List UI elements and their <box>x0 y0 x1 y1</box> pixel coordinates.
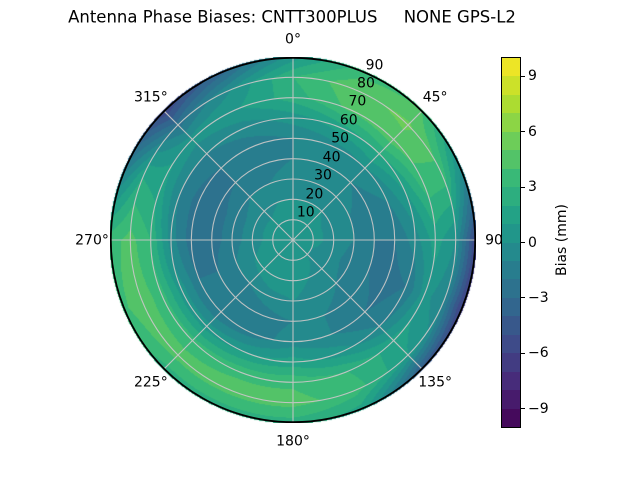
colorbar-axis-label: Bias (mm) <box>554 203 570 277</box>
colorbar-segment <box>502 187 520 206</box>
colorbar-segment <box>502 279 520 298</box>
colorbar-segment <box>502 390 520 409</box>
colorbar-segment <box>502 94 520 114</box>
colorbar-tick <box>521 297 525 299</box>
colorbar-segment <box>502 242 520 261</box>
colorbar-segment <box>502 131 520 151</box>
colorbar-segment <box>502 408 520 428</box>
r-tick-label: 60 <box>339 112 358 129</box>
r-tick-label: 10 <box>296 204 315 221</box>
colorbar-tick-label: 0 <box>528 234 537 251</box>
colorbar-segment <box>502 260 520 280</box>
colorbar-tick <box>521 352 525 354</box>
colorbar-segment <box>502 224 520 243</box>
colorbar <box>501 57 521 428</box>
r-tick-label: 40 <box>322 149 341 166</box>
colorbar-segment <box>502 316 520 335</box>
theta-tick-label: 270° <box>75 231 109 248</box>
colorbar-segment <box>502 334 520 354</box>
colorbar-segment <box>502 205 520 225</box>
r-tick-label: 30 <box>314 167 332 184</box>
colorbar-segment <box>502 76 520 95</box>
colorbar-tick-label: 3 <box>528 179 537 196</box>
colorbar-tick-label: −6 <box>528 345 549 362</box>
plot-title: Antenna Phase Biases: CNTT300PLUS NONE G… <box>68 7 516 27</box>
colorbar-segment <box>502 353 520 372</box>
colorbar-tick <box>521 407 525 410</box>
r-tick-label: 80 <box>357 75 375 92</box>
theta-tick-label: 315° <box>133 89 168 106</box>
r-tick-label: 70 <box>348 93 367 110</box>
theta-tick-label: 225° <box>133 373 168 390</box>
colorbar-segment <box>502 58 520 77</box>
theta-tick-label: 135° <box>418 373 452 390</box>
r-tick-label: 50 <box>331 130 350 147</box>
colorbar-tick-label: 9 <box>528 68 537 85</box>
r-tick-label: 90 <box>365 56 384 73</box>
colorbar-tick <box>521 131 525 133</box>
colorbar-tick-label: −3 <box>528 289 549 306</box>
colorbar-segment <box>502 297 520 317</box>
polar-heatmap-canvas <box>110 57 476 423</box>
theta-tick-label: 180° <box>276 432 310 449</box>
colorbar-tick <box>521 75 525 78</box>
colorbar-tick <box>521 186 525 188</box>
colorbar-tick <box>521 241 525 244</box>
colorbar-segment <box>502 150 520 169</box>
theta-tick-label: 45° <box>422 89 448 106</box>
theta-tick-label: 90 <box>485 231 503 248</box>
colorbar-tick-label: 6 <box>528 123 537 140</box>
colorbar-segment <box>502 168 520 188</box>
theta-tick-label: 0° <box>285 30 301 47</box>
colorbar-segment <box>502 113 520 132</box>
r-tick-label: 20 <box>305 185 324 202</box>
colorbar-segment <box>502 371 520 391</box>
colorbar-tick-label: −9 <box>528 400 549 417</box>
